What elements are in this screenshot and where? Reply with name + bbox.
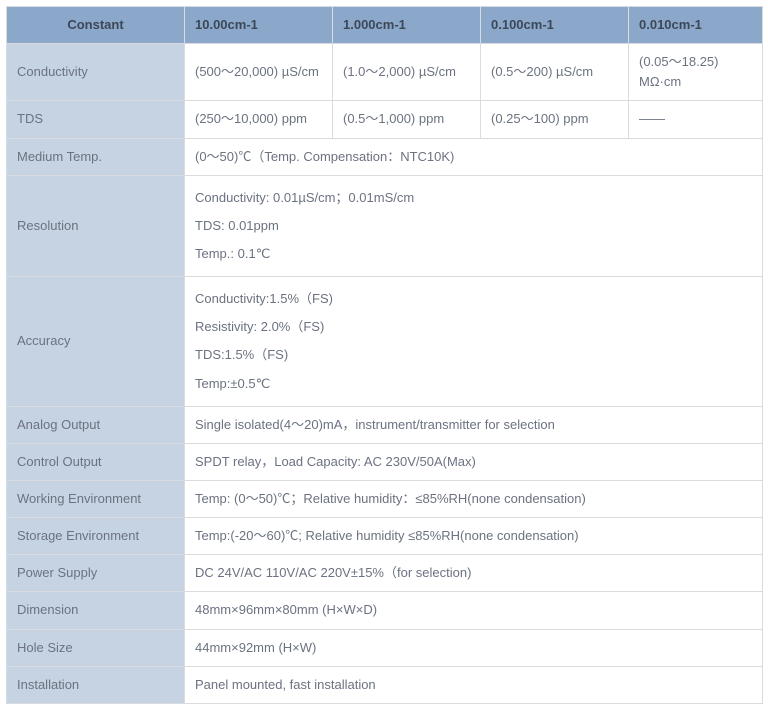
cell: SPDT relay，Load Capacity: AC 230V/50A(Ma… — [185, 443, 763, 480]
row-tds: TDS (250～10,000) ppm (0.5～1,000) ppm (0.… — [7, 101, 763, 138]
cell: Temp:(-20～60)℃; Relative humidity ≤85%RH… — [185, 518, 763, 555]
cell: (0.05～18.25) MΩ·cm — [629, 44, 763, 101]
header-col4: 0.010cm-1 — [629, 7, 763, 44]
row-storage-env: Storage Environment Temp:(-20～60)℃; Rela… — [7, 518, 763, 555]
cell: (0.5～1,000) ppm — [333, 101, 481, 138]
header-col3: 0.100cm-1 — [481, 7, 629, 44]
cell: DC 24V/AC 110V/AC 220V±15%（for selection… — [185, 555, 763, 592]
header-col2: 1.000cm-1 — [333, 7, 481, 44]
row-label: Hole Size — [7, 629, 185, 666]
cell: Temp: (0～50)℃；Relative humidity：≤85%RH(n… — [185, 480, 763, 517]
row-label: Conductivity — [7, 44, 185, 101]
resolution-line: Conductivity: 0.01µS/cm；0.01mS/cm — [195, 184, 752, 212]
cell: Panel mounted, fast installation — [185, 666, 763, 703]
row-resolution: Resolution Conductivity: 0.01µS/cm；0.01m… — [7, 175, 763, 276]
cell: Conductivity: 0.01µS/cm；0.01mS/cm TDS: 0… — [185, 175, 763, 276]
spec-table: Constant 10.00cm-1 1.000cm-1 0.100cm-1 0… — [6, 6, 763, 704]
row-conductivity: Conductivity (500～20,000) µS/cm (1.0～2,0… — [7, 44, 763, 101]
row-label: Accuracy — [7, 277, 185, 407]
row-hole-size: Hole Size 44mm×92mm (H×W) — [7, 629, 763, 666]
table-header-row: Constant 10.00cm-1 1.000cm-1 0.100cm-1 0… — [7, 7, 763, 44]
row-medium-temp: Medium Temp. (0～50)℃（Temp. Compensation：… — [7, 138, 763, 175]
cell: (1.0～2,000) µS/cm — [333, 44, 481, 101]
row-label: Resolution — [7, 175, 185, 276]
row-label: Medium Temp. — [7, 138, 185, 175]
cell: (0.25～100) ppm — [481, 101, 629, 138]
cell: Single isolated(4～20)mA，instrument/trans… — [185, 406, 763, 443]
row-label: Power Supply — [7, 555, 185, 592]
resolution-line: TDS: 0.01ppm — [195, 212, 752, 240]
cell: 48mm×96mm×80mm (H×W×D) — [185, 592, 763, 629]
cell: Conductivity:1.5%（FS) Resistivity: 2.0%（… — [185, 277, 763, 407]
row-power-supply: Power Supply DC 24V/AC 110V/AC 220V±15%（… — [7, 555, 763, 592]
header-constant: Constant — [7, 7, 185, 44]
row-label: TDS — [7, 101, 185, 138]
row-control-output: Control Output SPDT relay，Load Capacity:… — [7, 443, 763, 480]
row-label: Analog Output — [7, 406, 185, 443]
row-analog-output: Analog Output Single isolated(4～20)mA，in… — [7, 406, 763, 443]
row-dimension: Dimension 48mm×96mm×80mm (H×W×D) — [7, 592, 763, 629]
row-label: Dimension — [7, 592, 185, 629]
cell: (0.5～200) µS/cm — [481, 44, 629, 101]
row-working-env: Working Environment Temp: (0～50)℃；Relati… — [7, 480, 763, 517]
row-label: Installation — [7, 666, 185, 703]
row-installation: Installation Panel mounted, fast install… — [7, 666, 763, 703]
header-col1: 10.00cm-1 — [185, 7, 333, 44]
cell: (0～50)℃（Temp. Compensation：NTC10K) — [185, 138, 763, 175]
accuracy-line: Resistivity: 2.0%（FS) — [195, 313, 752, 341]
accuracy-line: TDS:1.5%（FS) — [195, 341, 752, 369]
row-accuracy: Accuracy Conductivity:1.5%（FS) Resistivi… — [7, 277, 763, 407]
resolution-line: Temp.: 0.1℃ — [195, 240, 752, 268]
accuracy-line: Conductivity:1.5%（FS) — [195, 285, 752, 313]
cell: 44mm×92mm (H×W) — [185, 629, 763, 666]
row-label: Working Environment — [7, 480, 185, 517]
cell: (250～10,000) ppm — [185, 101, 333, 138]
cell: —— — [629, 101, 763, 138]
accuracy-line: Temp:±0.5℃ — [195, 370, 752, 398]
cell: (500～20,000) µS/cm — [185, 44, 333, 101]
row-label: Storage Environment — [7, 518, 185, 555]
row-label: Control Output — [7, 443, 185, 480]
